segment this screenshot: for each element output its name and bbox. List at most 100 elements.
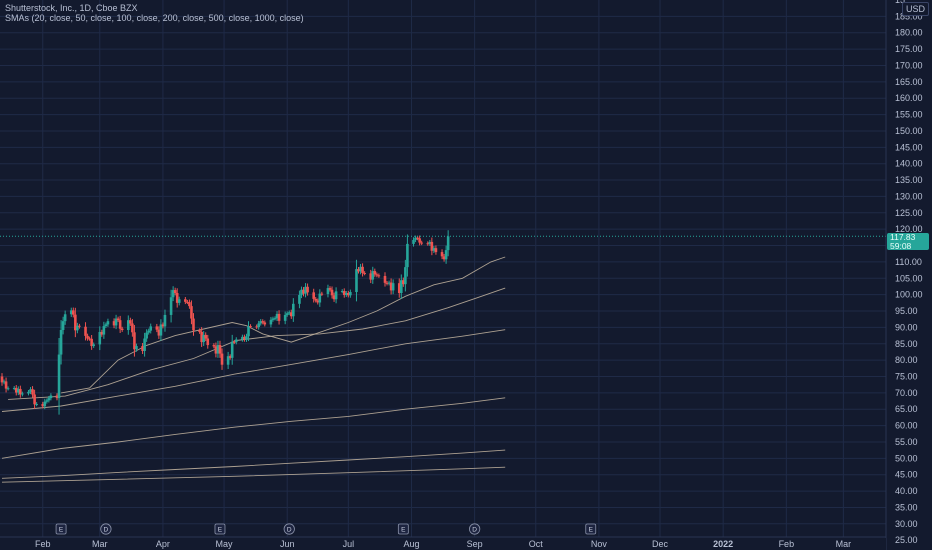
earnings-marker[interactable]: E [397,523,409,535]
candle-body[interactable] [228,356,232,358]
price-axis[interactable]: 25.00 30.00 35.00 40.00 45.00 50.00 55.00 60.00… [895,0,923,545]
candle-body[interactable] [106,321,110,325]
candle-body[interactable] [320,293,324,295]
candle-body[interactable] [416,237,419,239]
candle-body[interactable] [300,289,303,295]
candle-body[interactable] [41,403,45,407]
candle-body[interactable] [220,353,224,365]
candle-body[interactable] [304,286,307,294]
candle-body[interactable] [47,398,51,401]
candle-body[interactable] [328,288,332,290]
candle-body[interactable] [171,290,175,298]
candle-body[interactable] [426,243,430,245]
candle-body[interactable] [100,331,104,335]
candle-body[interactable] [247,326,250,337]
candle-body[interactable] [283,314,287,321]
candle-body[interactable] [263,322,267,325]
candle-body[interactable] [175,293,179,303]
earnings-marker[interactable]: E [585,523,597,535]
candle-body[interactable] [149,326,153,331]
candle-body[interactable] [434,248,438,253]
candle-body[interactable] [385,282,389,284]
candle-body[interactable] [31,389,34,395]
candle-body[interactable] [157,329,161,336]
candle-body[interactable] [59,330,63,355]
candle-body[interactable] [302,289,305,294]
candle-body[interactable] [306,286,309,293]
candle-body[interactable] [204,334,208,339]
candle-body[interactable] [234,339,238,343]
indicator-legend[interactable]: SMAs (20, close, 50, close, 100, close, … [5,13,304,23]
candle-body[interactable] [342,291,346,295]
candle-body[interactable] [292,303,295,317]
candle-body[interactable] [277,313,281,321]
earnings-marker[interactable]: E [55,523,67,535]
candle-body[interactable] [255,326,258,328]
candle-body[interactable] [218,345,222,354]
candle-body[interactable] [127,320,130,330]
candle-body[interactable] [444,250,448,260]
time-axis[interactable]: Feb Mar Apr May Jun Jul Aug Sep Oct Nov Dec 2022 Feb… [0,538,886,550]
candle-body[interactable] [169,297,173,315]
candle-body[interactable] [287,312,291,314]
candle-body[interactable] [0,376,4,383]
candle-body[interactable] [57,354,61,399]
candle-body[interactable] [334,291,338,300]
candle-body[interactable] [112,321,116,326]
candle-body[interactable] [102,326,106,335]
candle-body[interactable] [16,388,20,393]
candle-body[interactable] [27,391,30,394]
candle-body[interactable] [275,313,279,319]
candle-body[interactable] [271,318,275,320]
candle-body[interactable] [141,346,144,351]
candle-body[interactable] [6,388,10,390]
candle-body[interactable] [192,318,195,331]
candle-body[interactable] [131,323,134,333]
candle-body[interactable] [90,338,93,347]
candle-body[interactable] [243,336,246,340]
candle-body[interactable] [316,300,320,303]
candle-body[interactable] [98,331,102,345]
candle-body[interactable] [116,318,120,321]
candle-body[interactable] [163,314,167,327]
candle-body[interactable] [432,248,436,251]
candle-body[interactable] [249,326,252,328]
candle-body[interactable] [371,271,375,280]
candle-body[interactable] [318,293,322,303]
candle-body[interactable] [114,318,118,326]
candle-body[interactable] [420,242,423,244]
candle-body[interactable] [155,326,159,330]
candle-body[interactable] [92,344,95,347]
candle-body[interactable] [375,274,379,276]
candle-body[interactable] [14,387,18,393]
candle-body[interactable] [104,324,108,327]
candle-body[interactable] [289,312,293,317]
candle-body[interactable] [344,293,348,295]
candle-body[interactable] [49,395,53,399]
candle-body[interactable] [147,330,150,333]
candle-body[interactable] [389,282,393,291]
candle-body[interactable] [357,269,360,272]
candle-body[interactable] [19,388,22,395]
candle-body[interactable] [45,400,49,402]
candle-body[interactable] [340,291,344,293]
candle-body[interactable] [363,273,366,275]
candle-body[interactable] [355,269,358,293]
candle-body[interactable] [314,298,318,301]
candle-body[interactable] [198,330,201,332]
candle-body[interactable] [383,275,387,283]
candle-body[interactable] [133,332,136,350]
candle-body[interactable] [84,326,87,336]
candle-body[interactable] [214,346,218,354]
candle-body[interactable] [86,335,89,339]
dividend-marker[interactable]: D [469,523,481,535]
candle-body[interactable] [312,292,315,299]
candle-body[interactable] [326,288,330,294]
candle-body[interactable] [261,321,265,323]
candle-body[interactable] [88,338,91,340]
candle-body[interactable] [43,401,47,407]
candle-body[interactable] [177,299,181,303]
candle-body[interactable] [29,389,32,392]
